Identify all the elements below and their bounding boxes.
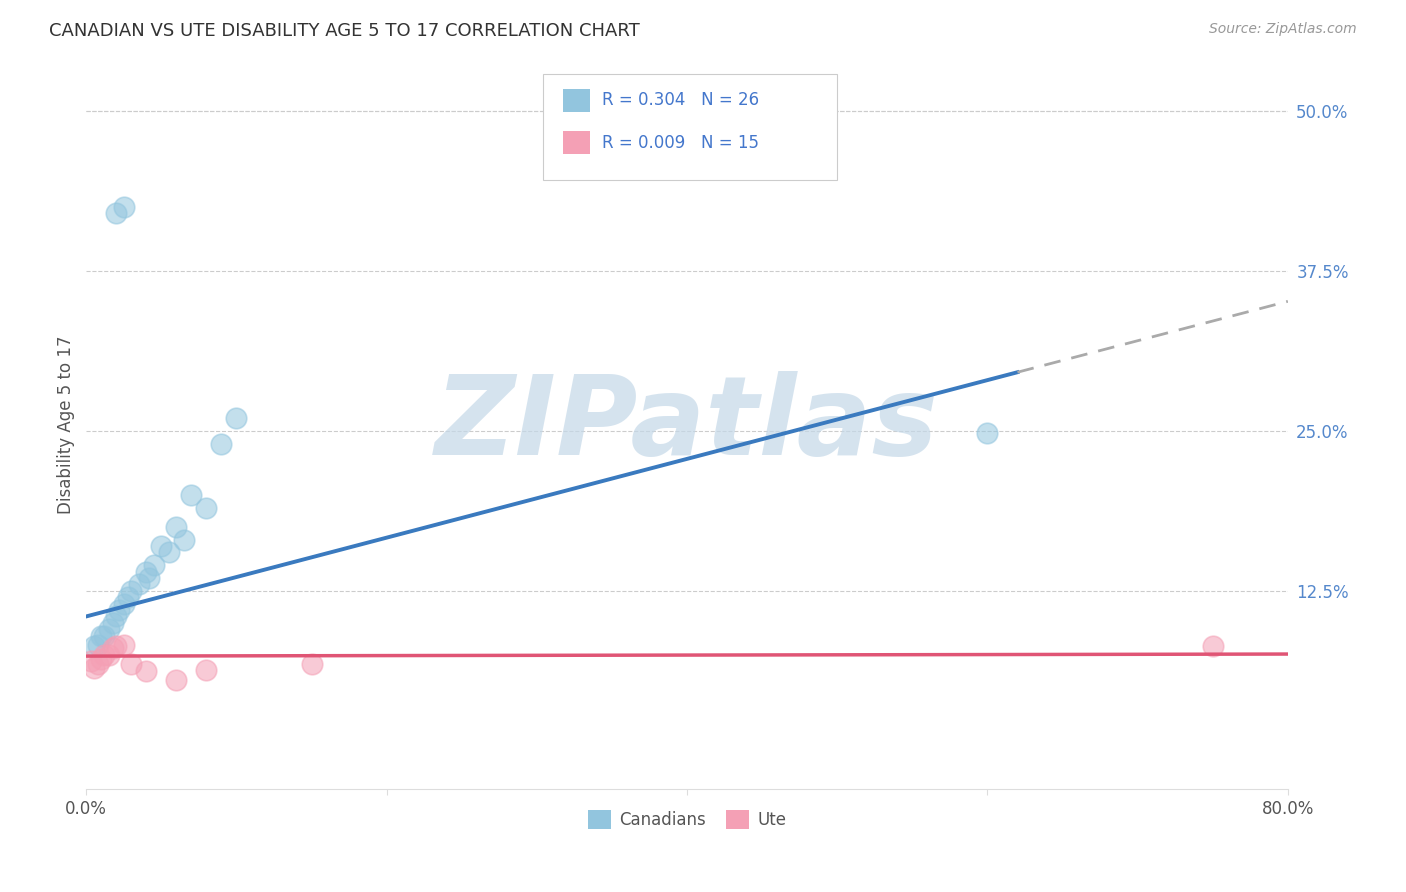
Point (976, 426, 998, 441)
Point (112, 638, 135, 652)
Point (83, 639, 105, 653)
Point (120, 657, 142, 671)
Point (105, 206, 128, 220)
Point (112, 200, 135, 214)
Point (80, 654, 103, 668)
Point (103, 641, 125, 656)
Bar (564, 89, 589, 112)
Point (128, 577, 150, 591)
Point (165, 673, 187, 688)
Point (93, 629, 115, 643)
Point (87, 657, 110, 671)
Y-axis label: Disability Age 5 to 17: Disability Age 5 to 17 (58, 335, 75, 514)
Bar (564, 131, 589, 154)
Legend: Canadians, Ute: Canadians, Ute (581, 803, 793, 836)
Text: ZIPatlas: ZIPatlas (436, 371, 939, 478)
Point (165, 520, 187, 534)
Point (211, 436, 233, 450)
Point (157, 545, 180, 559)
Text: R = 0.304   N = 26: R = 0.304 N = 26 (602, 92, 759, 110)
Point (117, 591, 139, 605)
Point (108, 603, 131, 617)
Point (103, 615, 125, 630)
Point (138, 571, 160, 585)
Point (120, 583, 142, 598)
Point (225, 411, 247, 425)
Point (135, 565, 157, 579)
Point (97, 648, 120, 662)
Point (105, 609, 128, 624)
Point (90, 651, 112, 665)
Point (301, 657, 323, 671)
Point (105, 639, 128, 653)
Point (1202, 639, 1225, 653)
Point (195, 500, 218, 515)
Point (93, 648, 115, 662)
Point (97, 622, 120, 636)
Text: CANADIAN VS UTE DISABILITY AGE 5 TO 17 CORRELATION CHART: CANADIAN VS UTE DISABILITY AGE 5 TO 17 C… (49, 22, 640, 40)
Point (135, 665, 157, 679)
Point (83, 660, 105, 674)
Point (173, 533, 195, 547)
Point (195, 663, 218, 677)
Text: Source: ZipAtlas.com: Source: ZipAtlas.com (1209, 22, 1357, 37)
Point (142, 558, 165, 573)
Text: R = 0.009   N = 15: R = 0.009 N = 15 (602, 134, 759, 152)
Point (180, 488, 202, 502)
Point (150, 539, 173, 553)
Point (112, 597, 135, 611)
Point (87, 638, 110, 652)
Point (90, 629, 112, 643)
FancyBboxPatch shape (543, 74, 837, 180)
